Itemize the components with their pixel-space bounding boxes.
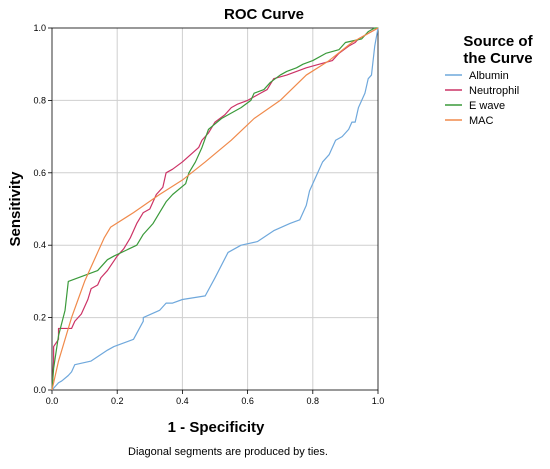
x-tick-label: 0.8 xyxy=(307,396,320,406)
legend-title-line1: Source of xyxy=(463,33,533,50)
legend-label-neutrophil: Neutrophil xyxy=(469,85,519,97)
series-line-e-wave xyxy=(51,27,378,391)
y-axis-title: Sensitivity xyxy=(7,171,24,247)
plot-area xyxy=(51,27,379,391)
series-lines xyxy=(51,27,379,391)
grid-lines xyxy=(52,28,378,390)
y-tick-label: 0.0 xyxy=(33,385,46,395)
series-line-mac xyxy=(51,27,379,391)
legend-label-mac: MAC xyxy=(469,115,494,127)
legend: Source of the Curve Albumin Neutrophil E w… xyxy=(445,33,534,127)
x-tick-label: 0.4 xyxy=(176,396,189,406)
series-line-neutrophil xyxy=(51,27,379,391)
y-tick-label: 1.0 xyxy=(33,23,46,33)
axis-ticks: 0.0 0.2 0.4 0.6 0.8 1.0 0.0 0.2 0.4 0.6 0.8 1.0 xyxy=(33,23,384,406)
x-tick-label: 1.0 xyxy=(372,396,385,406)
legend-label-e-wave: E wave xyxy=(469,100,505,112)
x-axis-title: 1 - Specificity xyxy=(168,419,265,436)
y-tick-label: 0.4 xyxy=(33,240,46,250)
x-tick-label: 0.0 xyxy=(46,396,59,406)
y-tick-label: 0.8 xyxy=(33,95,46,105)
y-tick-label: 0.6 xyxy=(33,168,46,178)
x-tick-label: 0.6 xyxy=(241,396,254,406)
x-tick-label: 0.2 xyxy=(111,396,124,406)
chart-title: ROC Curve xyxy=(224,6,304,23)
legend-title-line2: the Curve xyxy=(463,50,532,67)
series-line-albumin xyxy=(51,27,379,391)
legend-label-albumin: Albumin xyxy=(469,70,509,82)
footnote: Diagonal segments are produced by ties. xyxy=(128,446,328,458)
y-tick-label: 0.2 xyxy=(33,313,46,323)
